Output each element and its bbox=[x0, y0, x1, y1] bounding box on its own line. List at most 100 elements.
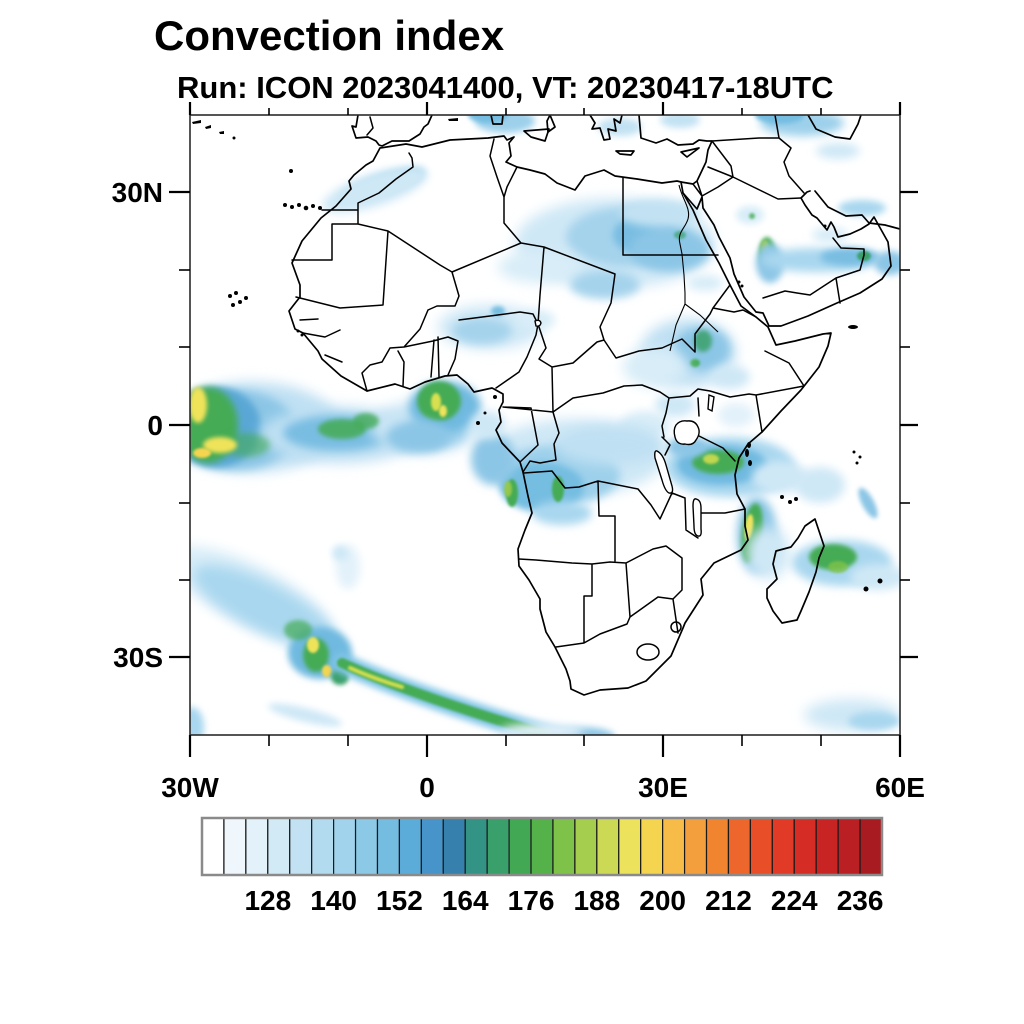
canary-islands bbox=[283, 203, 322, 211]
colorbar-cell bbox=[574, 817, 598, 876]
colorbar-cell bbox=[201, 817, 225, 876]
colorbar-cell bbox=[398, 817, 422, 876]
lake-victoria bbox=[673, 420, 700, 446]
madagascar-coastline bbox=[766, 518, 825, 624]
sao-tome-island bbox=[476, 421, 480, 425]
arabia-coastline bbox=[682, 190, 892, 327]
x-axis-label: 30E bbox=[638, 772, 688, 803]
field-patch bbox=[703, 454, 719, 464]
colorbar-cell bbox=[596, 817, 620, 876]
page-title: Convection index bbox=[154, 12, 505, 59]
y-axis-label: 30S bbox=[113, 642, 163, 673]
colorbar-cell bbox=[749, 817, 773, 876]
colorbar-cell bbox=[311, 817, 335, 876]
x-axis-label: 30W bbox=[161, 772, 219, 803]
x-axis-label: 60E bbox=[875, 772, 925, 803]
levant-turkey-coastline bbox=[638, 115, 713, 185]
map-area bbox=[189, 114, 901, 736]
y-axis-label: 30N bbox=[112, 177, 163, 208]
comoros-islands bbox=[780, 495, 798, 504]
colorbar-cell bbox=[640, 817, 664, 876]
field-patch bbox=[515, 310, 555, 330]
convection-field-layer bbox=[190, 115, 900, 735]
colorbar-cell bbox=[727, 817, 751, 876]
colorbar-tick-label: 140 bbox=[310, 885, 357, 916]
colorbar-tick-label: 176 bbox=[508, 885, 555, 916]
colorbar-tick-label: 224 bbox=[771, 885, 818, 916]
field-patch bbox=[439, 405, 447, 417]
colorbar-cell bbox=[683, 817, 708, 876]
field-patch bbox=[690, 359, 700, 367]
colorbar-cell bbox=[859, 817, 883, 876]
iran-coastline bbox=[814, 190, 900, 230]
field-patch bbox=[452, 318, 512, 344]
field-patch bbox=[749, 213, 755, 219]
field-patch bbox=[322, 665, 332, 677]
colorbar-tick-label: 164 bbox=[442, 885, 489, 916]
colorbar-cell bbox=[442, 817, 466, 876]
field-patch bbox=[500, 462, 584, 512]
seychelles-islands bbox=[852, 450, 862, 465]
colorbar-cell bbox=[289, 817, 313, 876]
field-patch bbox=[623, 347, 687, 387]
colorbar-cell bbox=[420, 817, 444, 876]
bahrain-island bbox=[823, 224, 827, 228]
lake-turkana bbox=[707, 393, 715, 413]
field-patch bbox=[655, 393, 695, 417]
field-patch bbox=[353, 413, 379, 429]
azores-islands bbox=[192, 120, 224, 134]
axis-ticks bbox=[169, 102, 918, 757]
colorbar-cell bbox=[376, 817, 401, 876]
italy-toe bbox=[546, 115, 556, 133]
field-patch bbox=[504, 481, 512, 497]
sardinia-island bbox=[490, 115, 504, 125]
field-patch bbox=[816, 143, 860, 159]
colorbar-frame bbox=[200, 816, 884, 877]
colorbar-tick-label: 200 bbox=[639, 885, 686, 916]
field-patch bbox=[190, 707, 204, 735]
colorbar-cell bbox=[223, 817, 247, 876]
iberia-border bbox=[366, 116, 374, 136]
field-patch bbox=[570, 271, 640, 299]
mauritius-island bbox=[877, 578, 883, 584]
field-patch bbox=[203, 437, 237, 453]
colorbar-tick-label: 236 bbox=[837, 885, 884, 916]
field-patch bbox=[795, 467, 845, 503]
field-patch bbox=[468, 115, 508, 123]
colorbar-cell bbox=[815, 817, 839, 876]
caspian-coastline bbox=[807, 115, 862, 140]
field-patch bbox=[755, 115, 805, 124]
colorbar-cell bbox=[267, 817, 291, 876]
colorbar: 128 140 152 164 176 188 200 212 224 236 bbox=[200, 816, 884, 916]
field-patch bbox=[687, 275, 723, 291]
iberia-coastline bbox=[351, 115, 433, 147]
field-patch bbox=[630, 228, 710, 272]
colorbar-cell bbox=[793, 817, 817, 876]
field-patch bbox=[858, 487, 878, 519]
field-patch bbox=[850, 564, 900, 590]
greece-coastline bbox=[589, 115, 623, 141]
colorbar-cell bbox=[771, 817, 795, 876]
dahlak-islands bbox=[737, 280, 741, 284]
colorbar-tick-label: 128 bbox=[244, 885, 291, 916]
crete-island bbox=[615, 150, 635, 156]
field-patch bbox=[471, 433, 515, 485]
nile-river bbox=[669, 184, 719, 352]
africa-coastline bbox=[288, 135, 832, 696]
field-patch bbox=[828, 561, 848, 573]
field-patch bbox=[498, 251, 582, 283]
lake-tanganyika bbox=[654, 450, 674, 494]
lake-malawi bbox=[692, 498, 702, 537]
field-patch bbox=[193, 448, 211, 458]
principe-island bbox=[483, 411, 487, 415]
field-patch bbox=[332, 545, 348, 561]
socotra-island bbox=[848, 325, 858, 329]
field-patch bbox=[694, 330, 712, 352]
field-patch bbox=[710, 365, 750, 389]
field-patch bbox=[874, 251, 900, 275]
field-patch bbox=[848, 712, 900, 730]
colorbar-cell bbox=[354, 817, 379, 876]
colorbar-cell bbox=[552, 817, 576, 876]
